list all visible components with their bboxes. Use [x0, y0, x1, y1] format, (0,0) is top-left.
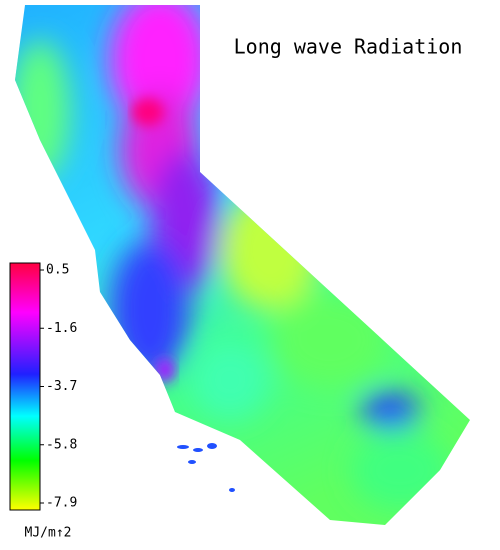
colorbar-ticks: 0.5 -1.6 -3.7 -5.8 -7.9: [40, 263, 77, 511]
colorbar-tick-label: -3.7: [46, 379, 77, 394]
colorbar-tick-label: 0.5: [46, 263, 69, 278]
colorbar-tick-label: -5.8: [46, 437, 77, 452]
colorbar-unit: MJ/m↑2: [25, 526, 72, 541]
colorbar: [9, 262, 41, 511]
islands: [177, 443, 235, 492]
colorbar-tick-label: -7.9: [46, 496, 77, 511]
colorbar-tick-label: -1.6: [46, 321, 77, 336]
map-title: Long wave Radiation: [234, 35, 463, 59]
